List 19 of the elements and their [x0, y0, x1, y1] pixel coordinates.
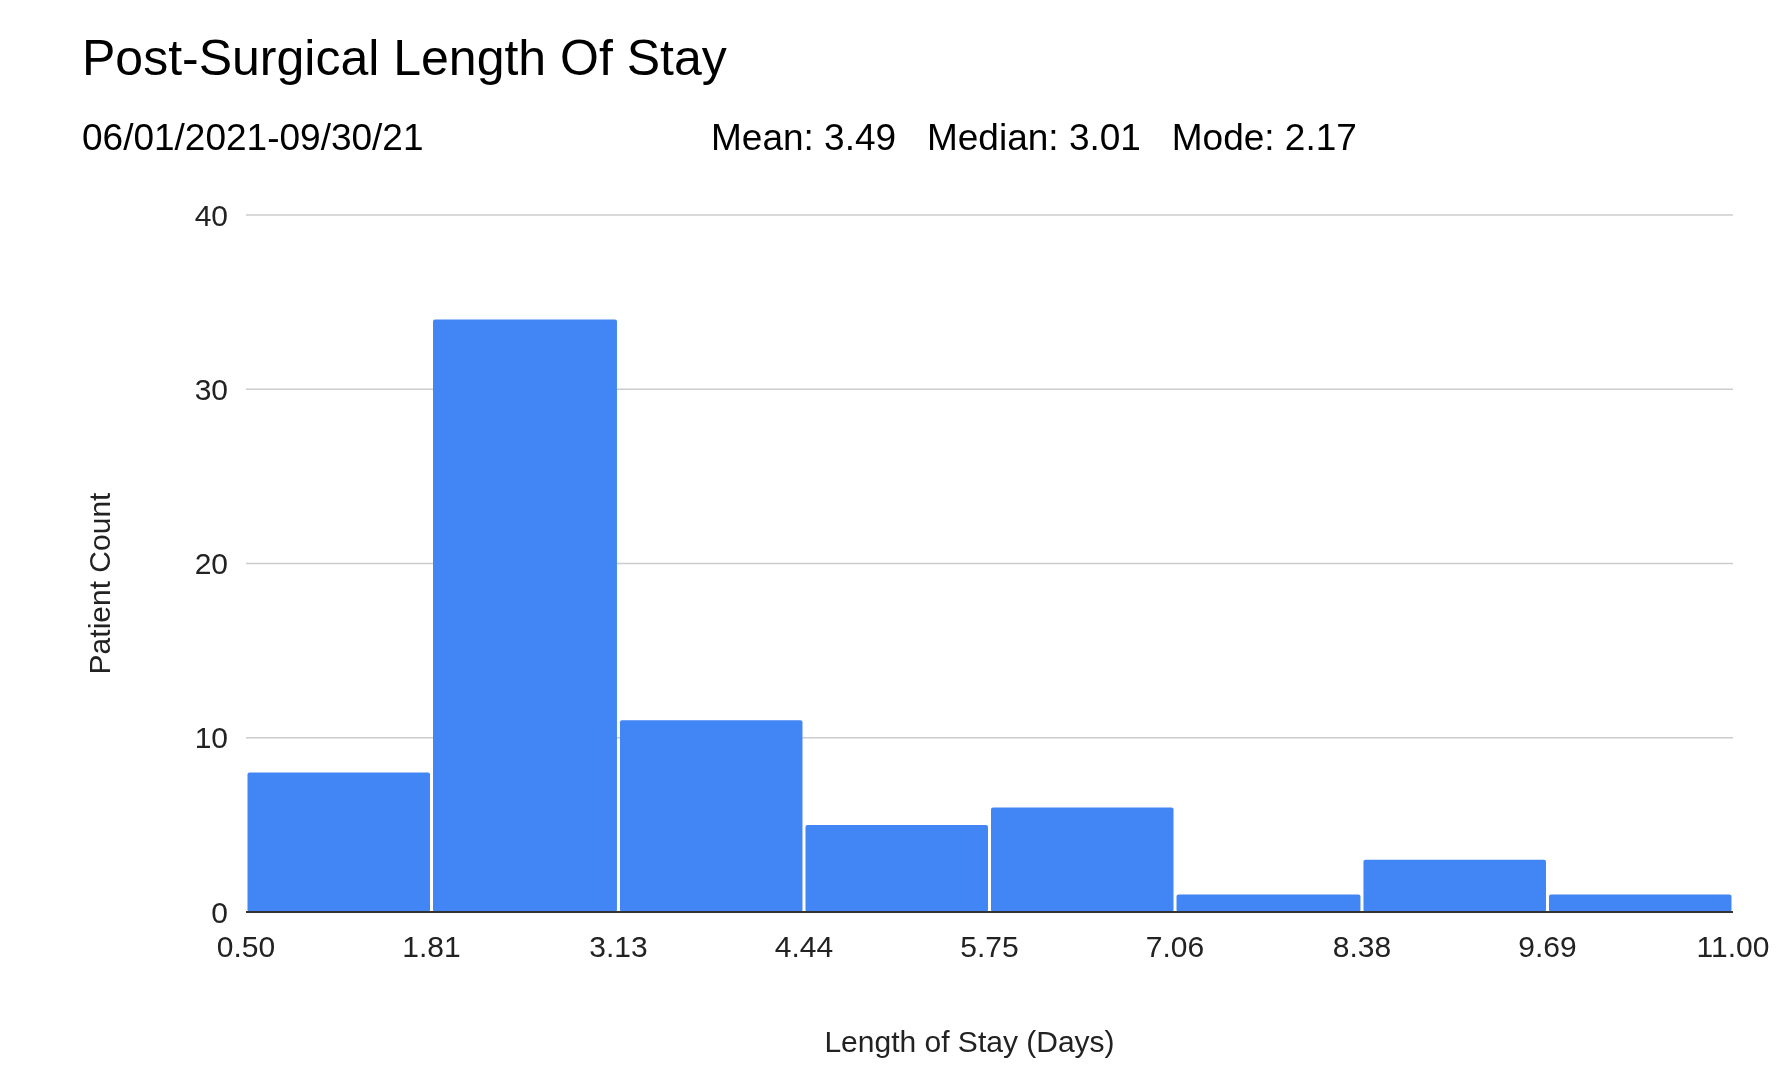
y-tick-label: 20 — [194, 547, 228, 580]
x-tick-label: 5.75 — [960, 930, 1019, 963]
x-tick-label: 11.00 — [1696, 930, 1770, 963]
x-tick-label: 1.81 — [402, 930, 461, 963]
chart-subtitle: 06/01/2021-09/30/21 — [82, 117, 424, 158]
y-tick-label: 40 — [194, 198, 228, 232]
x-tick-label: 9.69 — [1518, 930, 1577, 963]
x-tick-label: 4.44 — [774, 930, 834, 963]
x-tick-label: 0.50 — [216, 930, 276, 963]
y-tick-label: 30 — [194, 372, 228, 406]
x-tick-label: 7.06 — [1145, 930, 1205, 963]
y-tick-label: 0 — [211, 895, 228, 929]
text: Mean: 3.49 Median: 3.01 Mode: 2.17 — [711, 117, 1357, 158]
chart-title: Post-Surgical Length Of Stay — [82, 30, 727, 86]
y-axis-title: Patient Count — [83, 491, 116, 675]
x-tick-label: 8.38 — [1332, 930, 1392, 963]
x-axis-title: Length of Stay (Days) — [824, 1025, 1115, 1058]
y-tick-label: 10 — [194, 721, 228, 755]
x-tick-label: 3.13 — [589, 930, 648, 963]
